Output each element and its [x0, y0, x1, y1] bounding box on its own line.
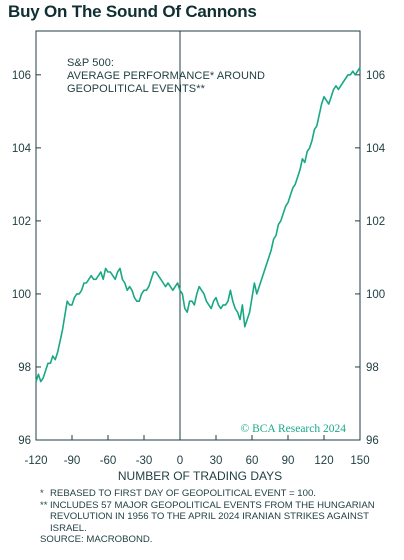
x-axis-label: NUMBER OF TRADING DAYS [118, 469, 282, 483]
annotation-line: S&P 500: [67, 57, 114, 69]
x-tick-label: -90 [64, 455, 81, 467]
source-note: SOURCE: MACROBOND. [40, 534, 153, 546]
x-tick-label: 120 [314, 455, 333, 467]
y-tick-label: 102 [366, 216, 385, 228]
footnote-mark: * [40, 488, 44, 499]
y-axis-right: 96 98 100 102 104 106 [355, 70, 386, 447]
y-tick-label: 104 [12, 143, 32, 155]
x-tick-label: -30 [136, 455, 153, 467]
x-tick-label: -60 [100, 455, 117, 467]
x-tick-label: 90 [282, 455, 295, 467]
y-tick-label: 104 [366, 143, 386, 155]
sp500-line [35, 67, 361, 383]
chart-annotation: S&P 500:AVERAGE PERFORMANCE* AROUNDGEOPO… [67, 57, 265, 95]
footnote-1: * REBASED TO FIRST DAY OF GEOPOLITICAL E… [40, 488, 396, 500]
footnote-mark: ** [40, 499, 48, 511]
line-chart: 96 98 100 102 104 106 96 98 100 102 104 106 -120 -9… [12, 30, 386, 483]
y-axis-left: 96 98 100 102 104 106 [12, 70, 41, 447]
footnotes: * REBASED TO FIRST DAY OF GEOPOLITICAL E… [40, 488, 396, 546]
y-tick-label: 106 [12, 70, 31, 82]
y-tick-label: 106 [366, 70, 385, 82]
x-tick-label: 0 [177, 455, 183, 467]
watermark: © BCA Research 2024 [240, 423, 346, 435]
annotation-line: AVERAGE PERFORMANCE* AROUND [67, 70, 265, 82]
y-tick-label: 100 [12, 289, 31, 301]
x-tick-label: 60 [246, 455, 259, 467]
x-tick-label: 150 [350, 455, 369, 467]
footnote-2: ** INCLUDES 57 MAJOR GEOPOLITICAL EVENTS… [40, 500, 396, 535]
y-tick-label: 96 [18, 435, 31, 447]
chart-title: Buy On The Sound Of Cannons [8, 2, 257, 21]
x-tick-label: -120 [24, 455, 47, 467]
footnote-text: REBASED TO FIRST DAY OF GEOPOLITICAL EVE… [50, 488, 316, 499]
x-axis: -120 -90 -60 -30 0 30 60 90 120 150 [24, 435, 370, 467]
footnote-text: INCLUDES 57 MAJOR GEOPOLITICAL EVENTS FR… [50, 499, 375, 534]
x-tick-label: 30 [210, 455, 223, 467]
annotation-line: GEOPOLITICAL EVENTS** [67, 83, 206, 95]
y-tick-label: 100 [366, 289, 385, 301]
y-tick-label: 98 [18, 362, 31, 374]
y-tick-label: 98 [366, 362, 379, 374]
y-tick-label: 96 [366, 435, 379, 447]
plot-frame [35, 30, 361, 441]
y-tick-label: 102 [12, 216, 31, 228]
